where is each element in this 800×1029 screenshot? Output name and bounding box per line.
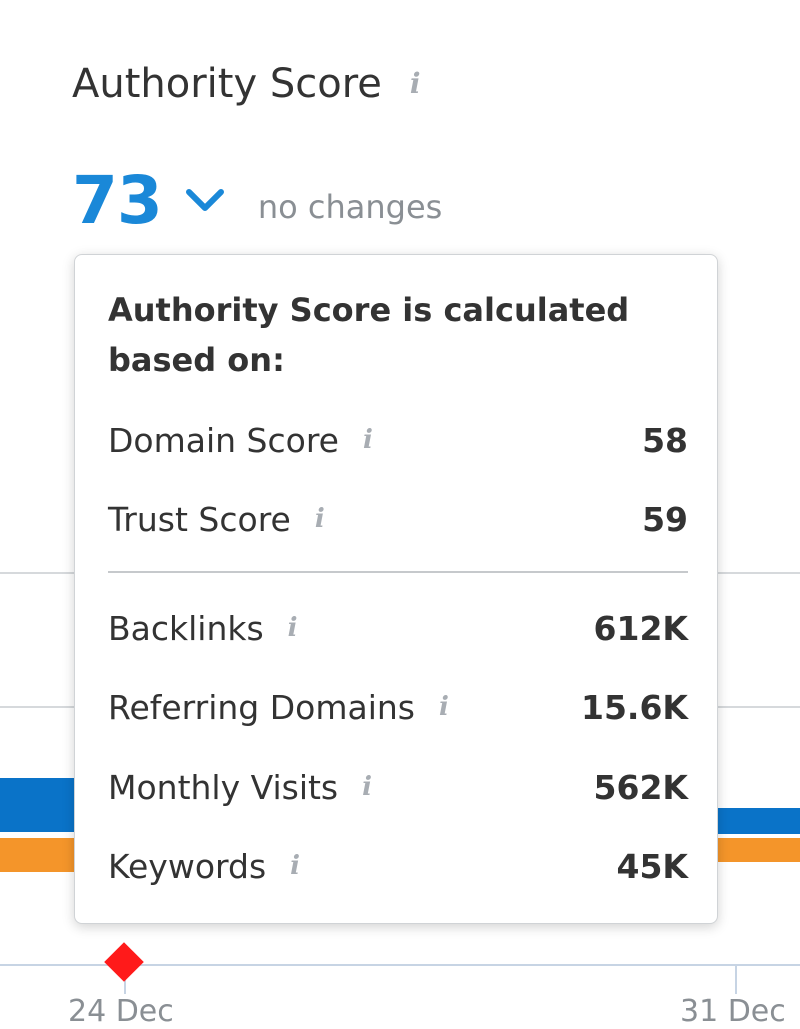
chart-x-tick [735, 966, 737, 994]
event-marker-diamond[interactable] [104, 942, 144, 982]
metric-row-referring-domains: Referring Domains i 15.6K [108, 682, 688, 732]
chart-x-tick-label: 31 Dec [680, 994, 786, 1029]
metric-label: Referring Domains [108, 687, 415, 727]
score-change-text: no changes [257, 188, 443, 226]
metric-value: 45K [616, 846, 689, 886]
metric-row-domain-score: Domain Score i 58 [108, 415, 688, 465]
authority-score-summary: 73 no changes [72, 160, 442, 240]
info-icon[interactable]: i [439, 692, 449, 722]
chart-x-tick-label: 24 Dec [68, 994, 174, 1029]
authority-score-header: Authority Score i [72, 56, 421, 112]
metric-value: 612K [593, 608, 688, 648]
chart-x-axis [0, 964, 800, 966]
metric-label: Trust Score [108, 499, 291, 539]
metric-row-monthly-visits: Monthly Visits i 562K [108, 762, 688, 812]
metric-row-trust-score: Trust Score i 59 [108, 494, 688, 544]
metric-row-keywords: Keywords i 45K [108, 841, 688, 891]
tooltip-divider [108, 571, 688, 573]
metric-label: Keywords [108, 846, 267, 886]
info-icon[interactable]: i [362, 772, 373, 802]
metric-label: Domain Score [108, 420, 339, 460]
info-icon[interactable]: i [314, 504, 325, 534]
authority-score-tooltip: Authority Score is calculated based on: … [74, 254, 718, 924]
metric-value: 59 [642, 499, 688, 539]
metric-value: 562K [593, 767, 688, 807]
chart-bar-blue [0, 778, 80, 832]
authority-score-value: 73 [72, 161, 163, 239]
metric-value: 58 [642, 420, 688, 460]
authority-score-title: Authority Score [72, 61, 382, 107]
metric-label: Backlinks [108, 608, 264, 648]
tooltip-heading: Authority Score is calculated based on: [108, 291, 630, 379]
metric-label: Monthly Visits [108, 767, 339, 807]
info-icon[interactable]: i [362, 425, 373, 455]
chart-bar-blue [712, 808, 800, 834]
info-icon[interactable]: i [290, 851, 301, 881]
chevron-down-icon[interactable] [184, 185, 226, 215]
info-icon[interactable]: i [409, 67, 421, 100]
info-icon[interactable]: i [287, 613, 298, 643]
metric-row-backlinks: Backlinks i 612K [108, 603, 688, 653]
chart-bar-orange [712, 838, 800, 862]
chart-bar-orange [0, 838, 80, 872]
metric-value: 15.6K [581, 687, 688, 727]
